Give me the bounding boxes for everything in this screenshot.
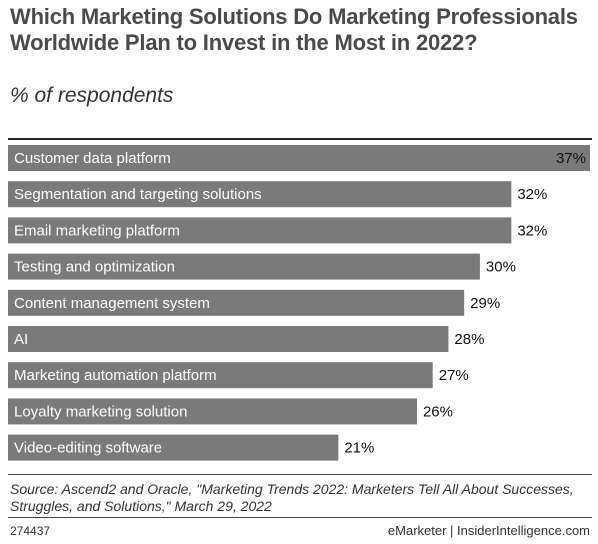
bar [8,253,480,280]
category-label: Testing and optimization [14,259,175,276]
category-label: Email marketing platform [14,222,180,239]
chart-title: Which Marketing Solutions Do Marketing P… [10,4,578,55]
bar [8,181,512,208]
value-label: 27% [439,367,469,384]
value-label: 32% [517,222,547,239]
brand-credit: eMarketer | InsiderIntelligence.com [387,523,590,538]
footer-divider [8,474,592,475]
source-note: Source: Ascend2 and Oracle, "Marketing T… [10,481,574,514]
bar [8,398,417,425]
value-label: 26% [423,403,453,420]
category-label: Video-editing software [14,440,162,457]
top-divider [8,138,592,140]
bar [8,217,512,244]
category-label: Customer data platform [14,150,171,167]
category-label: Marketing automation platform [14,367,217,384]
chart-id: 274437 [10,524,51,538]
value-label: 29% [470,295,500,312]
value-label: 32% [517,186,547,203]
value-label: 21% [344,440,374,457]
bar [8,434,339,461]
category-label: AI [14,331,28,348]
chart-subtitle: % of respondents [10,84,174,107]
bar [8,289,465,316]
bar [8,362,433,389]
value-label: 28% [454,331,484,348]
category-label: Loyalty marketing solution [14,403,187,420]
bar [8,326,449,352]
value-label: 30% [486,259,516,276]
bar [8,145,590,171]
category-label: Content management system [14,295,210,312]
bottom-divider [8,517,592,518]
value-label: 37% [556,150,586,167]
category-label: Segmentation and targeting solutions [14,186,262,203]
